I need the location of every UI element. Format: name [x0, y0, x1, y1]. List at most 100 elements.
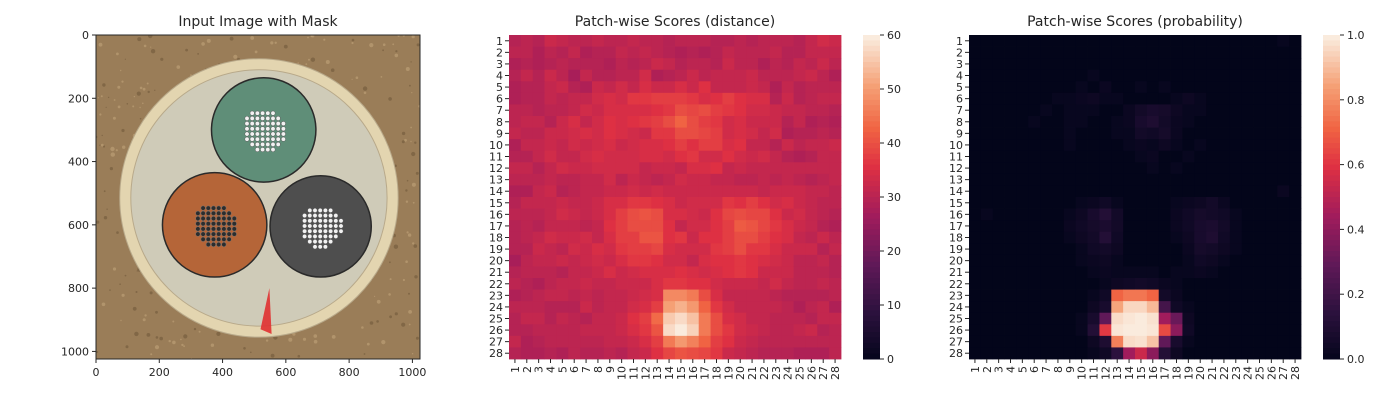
- heatmap-cell: [710, 69, 723, 82]
- row-label: 20: [949, 255, 963, 268]
- image-texture-speck: [411, 35, 415, 39]
- heatmap-cell: [698, 162, 711, 175]
- image-strand: [211, 231, 216, 237]
- image-texture-speck: [103, 190, 106, 193]
- heatmap-cell: [793, 312, 806, 325]
- heatmap-cell: [710, 150, 723, 163]
- heatmap-cell: [1265, 150, 1278, 163]
- heatmap-cell: [509, 46, 522, 59]
- image-texture-speck: [193, 327, 197, 331]
- col-label: 7: [580, 366, 593, 373]
- image-strand: [205, 221, 211, 227]
- image-texture-speck: [121, 293, 125, 297]
- image-strand: [275, 115, 281, 121]
- heatmap-cell: [969, 335, 982, 348]
- image-strand: [265, 115, 271, 121]
- heatmap-cell: [1028, 197, 1041, 209]
- heatmap-cell: [1040, 185, 1053, 198]
- heatmap-cell: [1182, 185, 1195, 198]
- heatmap-cell: [556, 335, 569, 348]
- heatmap-cell: [980, 301, 994, 314]
- image-strand: [275, 126, 281, 132]
- heatmap-cell: [1229, 324, 1243, 337]
- heatmap-cell: [969, 150, 982, 163]
- heatmap-cell: [675, 92, 688, 105]
- heatmap-cell: [556, 81, 569, 94]
- heatmap-cell: [992, 150, 1005, 163]
- heatmap-cell: [1111, 335, 1124, 348]
- heatmap-cell: [639, 150, 652, 163]
- image-texture-speck: [380, 76, 383, 78]
- heatmap-cell: [1099, 301, 1112, 314]
- heatmap-cell: [1289, 278, 1302, 290]
- image-texture-speck: [190, 74, 192, 76]
- image-texture-speck: [310, 35, 313, 38]
- image-texture-speck: [110, 152, 116, 157]
- heatmap-cell: [1289, 266, 1302, 279]
- image-strand: [200, 231, 206, 237]
- heatmap-cell: [580, 150, 593, 163]
- heatmap-cell: [746, 312, 759, 325]
- image-texture-speck: [122, 145, 126, 149]
- heatmap-cell: [520, 116, 534, 128]
- heatmap-cell: [1229, 127, 1243, 140]
- heatmap-cell: [722, 139, 735, 152]
- heatmap-cell: [1206, 266, 1219, 279]
- colorbar-segment: [1323, 251, 1340, 257]
- heatmap-cell: [627, 335, 640, 348]
- heatmap-cell: [1146, 324, 1160, 337]
- heatmap-cell: [1075, 92, 1088, 105]
- heatmap-cell: [1194, 139, 1207, 152]
- heatmap-cell: [556, 185, 569, 198]
- image-strand: [322, 239, 328, 245]
- heatmap-cell: [805, 185, 818, 198]
- heatmap-cell: [1265, 116, 1278, 128]
- heatmap-cell: [686, 173, 700, 186]
- heatmap-cell: [1277, 46, 1290, 59]
- x-tick-label: 200: [149, 366, 170, 379]
- heatmap-cell: [1194, 116, 1207, 128]
- col-label: 5: [556, 366, 569, 373]
- image-strand: [254, 136, 260, 142]
- heatmap-cell: [1146, 116, 1160, 128]
- heatmap-cell: [556, 347, 569, 360]
- row-label: 18: [949, 232, 963, 245]
- heatmap-cell: [1146, 243, 1160, 256]
- heatmap-cell: [592, 173, 605, 186]
- heatmap-cell: [1004, 197, 1017, 209]
- heatmap-cell: [1123, 104, 1136, 117]
- heatmap-cell: [1135, 324, 1148, 337]
- heatmap-cell: [698, 335, 711, 348]
- heatmap-cell: [580, 347, 593, 360]
- heatmap-cell: [710, 139, 723, 152]
- col-label: 24: [1242, 366, 1255, 380]
- col-label: 18: [1171, 366, 1184, 380]
- image-strand: [275, 121, 281, 127]
- heatmap-cell: [1241, 58, 1254, 71]
- heatmap-cell: [686, 197, 700, 209]
- heatmap-cell: [769, 278, 783, 290]
- heatmap-cell: [1004, 92, 1017, 105]
- heatmap-cell: [734, 104, 747, 117]
- image-texture-speck: [185, 48, 189, 52]
- heatmap-cell: [556, 197, 569, 209]
- heatmap-cell: [1253, 266, 1266, 279]
- heatmap-cell: [781, 324, 794, 337]
- heatmap-cell: [580, 35, 593, 47]
- heatmap-cell: [817, 335, 830, 348]
- heatmap-cell: [603, 324, 617, 337]
- heatmap-cell: [1229, 335, 1243, 348]
- heatmap-cell: [580, 208, 593, 221]
- colorbar-segment: [863, 224, 880, 230]
- heatmap-cell: [520, 347, 534, 360]
- heatmap-cell: [556, 312, 569, 325]
- heatmap-cell: [509, 301, 522, 314]
- heatmap-cell: [781, 208, 794, 221]
- heatmap-cell: [1277, 92, 1290, 105]
- colorbar-segment: [1323, 110, 1340, 117]
- heatmap-cell: [1040, 243, 1053, 256]
- col-label: 4: [1005, 366, 1018, 373]
- colorbar-segment: [1323, 78, 1340, 85]
- row-label: 8: [956, 116, 963, 129]
- heatmap-cell: [1099, 208, 1112, 221]
